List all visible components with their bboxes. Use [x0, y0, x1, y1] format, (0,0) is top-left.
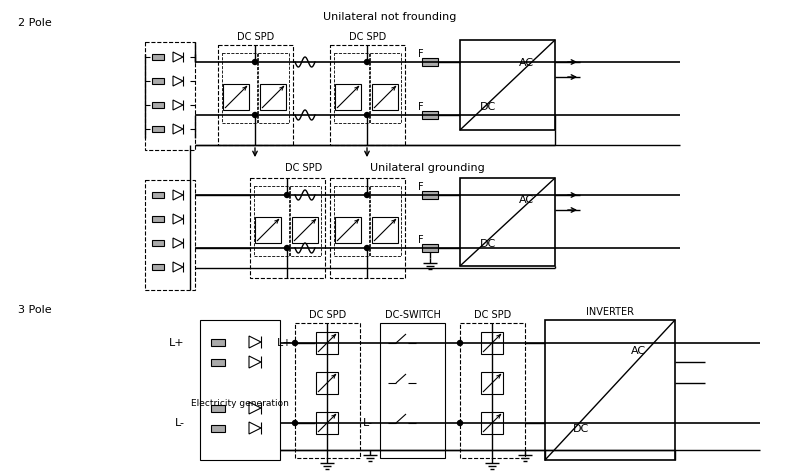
Bar	[481, 372, 503, 394]
Text: F: F	[418, 49, 424, 59]
Bar	[481, 412, 503, 434]
Bar	[370, 53, 401, 123]
Bar	[152, 54, 164, 60]
Circle shape	[365, 113, 369, 117]
Bar	[335, 217, 361, 243]
Bar	[334, 186, 369, 256]
Bar	[290, 186, 321, 256]
Circle shape	[365, 59, 369, 65]
Circle shape	[252, 59, 257, 65]
Bar	[545, 320, 675, 460]
Text: Unilateral grounding: Unilateral grounding	[370, 163, 484, 173]
Bar	[152, 126, 164, 132]
Bar	[334, 53, 369, 123]
Text: AC: AC	[519, 57, 534, 67]
Circle shape	[285, 193, 290, 197]
Bar	[460, 40, 555, 130]
Circle shape	[365, 245, 369, 251]
Text: Electricity generation: Electricity generation	[191, 399, 289, 408]
Bar	[258, 53, 289, 123]
Bar	[145, 180, 195, 290]
Circle shape	[365, 193, 369, 197]
Text: INVERTER: INVERTER	[586, 307, 634, 317]
Bar	[316, 372, 338, 394]
Text: 2 Pole: 2 Pole	[18, 18, 52, 28]
Text: Unilateral not frounding: Unilateral not frounding	[323, 12, 457, 22]
Text: DC: DC	[574, 424, 589, 434]
Text: DC SPD: DC SPD	[349, 32, 386, 42]
Bar	[254, 186, 289, 256]
Text: F: F	[418, 235, 424, 245]
Text: DC: DC	[481, 239, 496, 249]
Bar	[316, 412, 338, 434]
Bar	[211, 339, 225, 346]
Text: AC: AC	[519, 195, 534, 205]
Bar	[260, 84, 286, 110]
Bar	[223, 84, 249, 110]
Bar	[460, 323, 525, 458]
Bar	[211, 358, 225, 365]
Bar	[152, 78, 164, 84]
Bar	[422, 58, 438, 66]
Bar	[152, 264, 164, 270]
Bar	[152, 192, 164, 198]
Text: DC SPD: DC SPD	[237, 32, 274, 42]
Bar	[211, 405, 225, 412]
Bar	[152, 102, 164, 108]
Bar	[211, 424, 225, 431]
Bar	[255, 217, 281, 243]
Bar	[370, 186, 401, 256]
Text: DC SPD: DC SPD	[474, 310, 511, 320]
Text: AC: AC	[631, 346, 646, 356]
Circle shape	[285, 245, 290, 251]
Bar	[152, 216, 164, 222]
Bar	[145, 42, 195, 150]
Bar	[292, 217, 318, 243]
Bar	[481, 332, 503, 354]
Circle shape	[458, 421, 462, 425]
Circle shape	[458, 341, 462, 346]
Bar	[460, 178, 555, 266]
Text: DC SPD: DC SPD	[308, 310, 346, 320]
Bar	[422, 111, 438, 119]
Bar	[335, 84, 361, 110]
Bar	[422, 244, 438, 252]
Text: L+: L+	[278, 338, 293, 348]
Bar	[200, 320, 280, 460]
Text: L+: L+	[170, 338, 185, 348]
Bar	[330, 178, 405, 278]
Text: F: F	[418, 182, 424, 192]
Bar	[152, 240, 164, 246]
Text: DC: DC	[481, 103, 496, 113]
Bar	[316, 332, 338, 354]
Text: DC SPD: DC SPD	[285, 163, 322, 173]
Circle shape	[293, 341, 297, 346]
Bar	[372, 84, 398, 110]
Text: 3 Pole: 3 Pole	[18, 305, 51, 315]
Bar	[380, 323, 445, 458]
Text: L-: L-	[175, 418, 185, 428]
Bar	[218, 45, 293, 145]
Bar	[222, 53, 257, 123]
Circle shape	[293, 421, 297, 425]
Text: F: F	[418, 102, 424, 112]
Text: DC-SWITCH: DC-SWITCH	[384, 310, 440, 320]
Bar	[295, 323, 360, 458]
Bar	[330, 45, 405, 145]
Bar	[422, 191, 438, 199]
Bar	[372, 217, 398, 243]
Circle shape	[252, 113, 257, 117]
Bar	[250, 178, 325, 278]
Text: L-: L-	[363, 418, 373, 428]
